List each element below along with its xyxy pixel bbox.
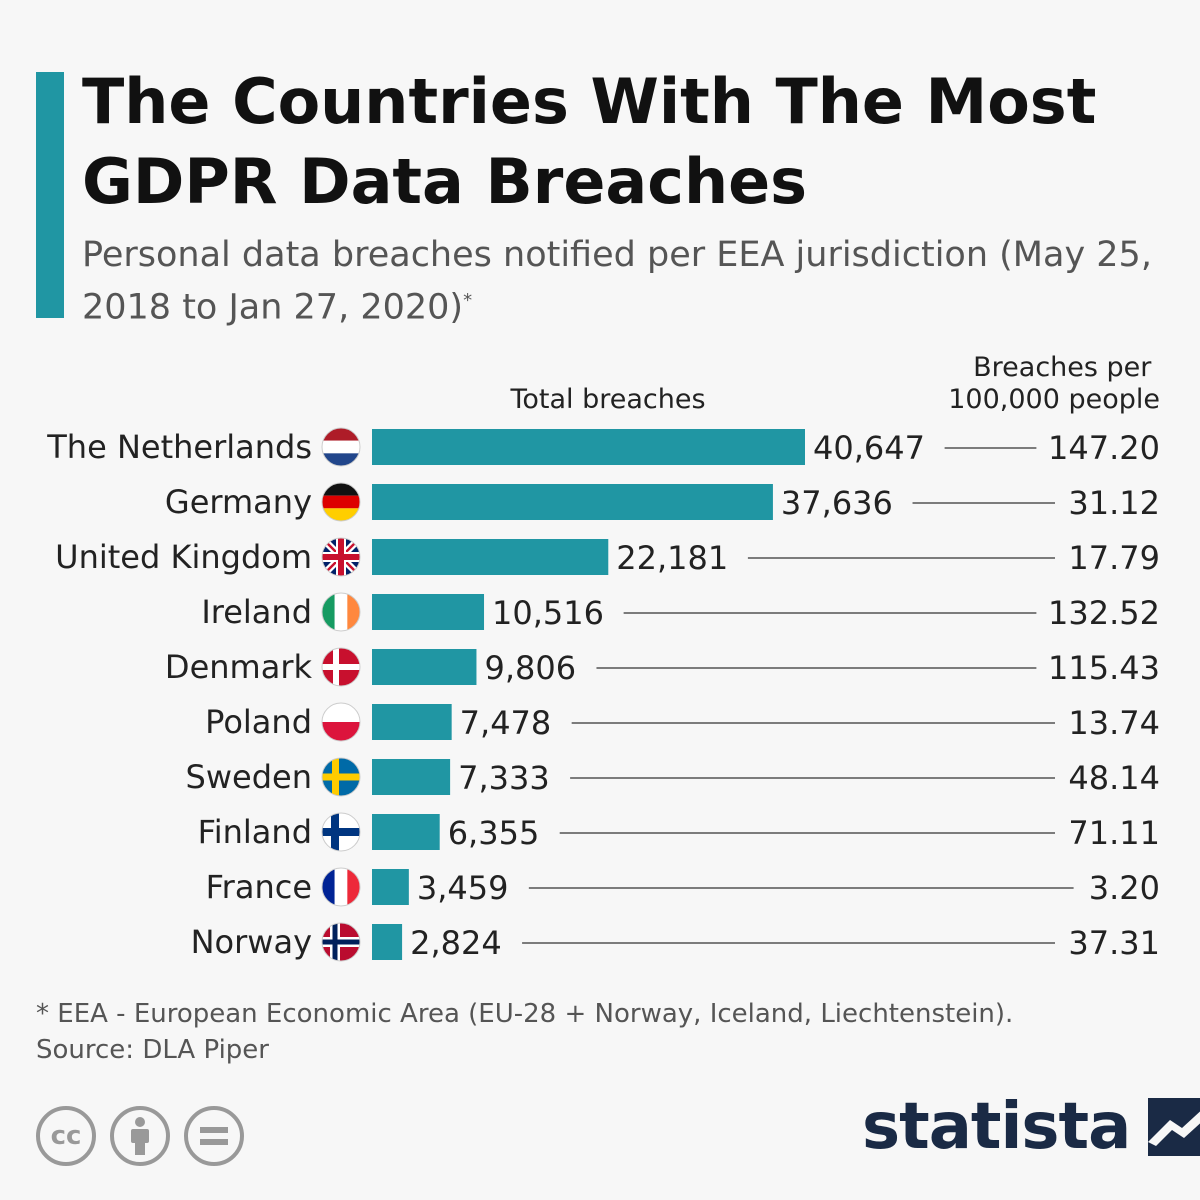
attribution-icon[interactable] xyxy=(110,1106,170,1166)
source: Source: DLA Piper xyxy=(36,1035,269,1065)
per-capita-header-line2: 100,000 people xyxy=(948,384,1160,415)
chart-row: Poland 7,478 13.74 xyxy=(205,702,1160,742)
flag-gb-icon xyxy=(321,537,361,577)
flag-se-icon xyxy=(321,757,361,797)
chart-row: Sweden 7,333 48.14 xyxy=(186,757,1160,797)
total-breaches-header: Total breaches xyxy=(509,384,705,415)
subtitle-text: Personal data breaches notified per EEA … xyxy=(82,235,1152,328)
statista-logo-icon xyxy=(1148,1098,1200,1156)
flag-gb-border xyxy=(321,537,361,577)
license-icons: cc xyxy=(36,1106,244,1166)
total-value-label: 6,355 xyxy=(448,814,540,852)
flag-fi-border xyxy=(321,812,361,852)
category-label: France xyxy=(206,868,312,906)
chart-row: France 3,459 3.20 xyxy=(206,867,1160,907)
flag-fi-icon xyxy=(321,812,361,852)
total-value-label: 9,806 xyxy=(484,649,576,687)
bar xyxy=(372,429,805,465)
flag-de-icon xyxy=(321,482,361,522)
category-label: Finland xyxy=(198,813,312,851)
bar xyxy=(372,539,609,575)
chart-subtitle: Personal data breaches notified per EEA … xyxy=(82,232,1182,331)
statista-brand[interactable]: statista xyxy=(862,1090,1200,1164)
footnote-block: * EEA - European Economic Area (EU-28 + … xyxy=(36,996,1013,1068)
flag-no-border xyxy=(321,922,361,962)
per-capita-value-label: 37.31 xyxy=(1068,924,1160,962)
chart-row: Denmark 9,806 115.43 xyxy=(165,647,1160,687)
bar xyxy=(372,704,452,740)
bar xyxy=(372,869,409,905)
category-label: Poland xyxy=(205,703,312,741)
flag-dk-icon xyxy=(321,647,361,687)
per-capita-value-label: 48.14 xyxy=(1068,759,1160,797)
flag-se-border xyxy=(321,757,361,797)
per-capita-value-label: 71.11 xyxy=(1068,814,1160,852)
per-capita-value-label: 132.52 xyxy=(1048,594,1160,632)
category-label: Denmark xyxy=(165,648,313,686)
per-capita-value-label: 17.79 xyxy=(1068,539,1160,577)
bar xyxy=(372,484,773,520)
chart-row: Norway 2,824 37.31 xyxy=(191,922,1160,962)
chart-row: The Netherlands 40,647 147.20 xyxy=(46,427,1160,467)
per-capita-value-label: 115.43 xyxy=(1048,649,1160,687)
per-capita-value-label: 3.20 xyxy=(1089,869,1160,907)
total-value-label: 37,636 xyxy=(781,484,893,522)
category-label: Sweden xyxy=(186,758,312,796)
total-value-label: 3,459 xyxy=(417,869,509,907)
category-label: Germany xyxy=(165,483,312,521)
brand-name: statista xyxy=(862,1090,1131,1164)
bar xyxy=(372,814,440,850)
chart-title: The Countries With The Most GDPR Data Br… xyxy=(82,65,1097,218)
flag-fr-border xyxy=(321,867,361,907)
flag-nl-border xyxy=(321,427,361,467)
flag-ie-icon xyxy=(321,592,361,632)
accent-bar xyxy=(36,72,64,318)
flag-fr-icon xyxy=(321,867,361,907)
total-value-label: 2,824 xyxy=(410,924,502,962)
bar xyxy=(372,759,451,795)
category-label: The Netherlands xyxy=(46,428,312,466)
flag-dk-border xyxy=(321,647,361,687)
category-label: United Kingdom xyxy=(55,538,312,576)
per-capita-value-label: 147.20 xyxy=(1048,429,1160,467)
flag-pl-border xyxy=(321,702,361,742)
flag-no-icon xyxy=(321,922,361,962)
creative-commons-icon[interactable]: cc xyxy=(36,1106,96,1166)
no-derivatives-icon[interactable] xyxy=(184,1106,244,1166)
per-capita-header-line1: Breaches per xyxy=(973,352,1152,383)
total-value-label: 7,333 xyxy=(458,759,550,797)
flag-ie-border xyxy=(321,592,361,632)
category-label: Norway xyxy=(191,923,312,961)
flag-nl-icon xyxy=(321,427,361,467)
per-capita-value-label: 31.12 xyxy=(1068,484,1160,522)
subtitle-footnote-mark: * xyxy=(463,290,473,311)
bar xyxy=(372,924,403,960)
flag-de-border xyxy=(321,482,361,522)
chart-row: United Kingdom 22,181 17.79 xyxy=(55,537,1160,577)
chart-rows: The Netherlands 40,647 147.20 Germany 37,636… xyxy=(46,427,1160,962)
per-capita-header: Breaches per 100,000 people xyxy=(948,352,1160,415)
category-label: Ireland xyxy=(201,593,312,631)
chart-row: Finland 6,355 71.11 xyxy=(198,812,1160,852)
total-value-label: 22,181 xyxy=(616,539,728,577)
total-value-label: 10,516 xyxy=(492,594,604,632)
total-value-label: 40,647 xyxy=(813,429,925,467)
footnote: * EEA - European Economic Area (EU-28 + … xyxy=(36,999,1014,1029)
per-capita-value-label: 13.74 xyxy=(1068,704,1160,742)
bar xyxy=(372,649,477,685)
flag-pl-icon xyxy=(321,702,361,742)
chart-row: Ireland 10,516 132.52 xyxy=(201,592,1160,632)
bar-chart: Total breaches Breaches per 100,000 peop… xyxy=(46,352,1160,962)
chart-row: Germany 37,636 31.12 xyxy=(165,482,1160,522)
total-value-label: 7,478 xyxy=(460,704,552,742)
bar xyxy=(372,594,485,630)
